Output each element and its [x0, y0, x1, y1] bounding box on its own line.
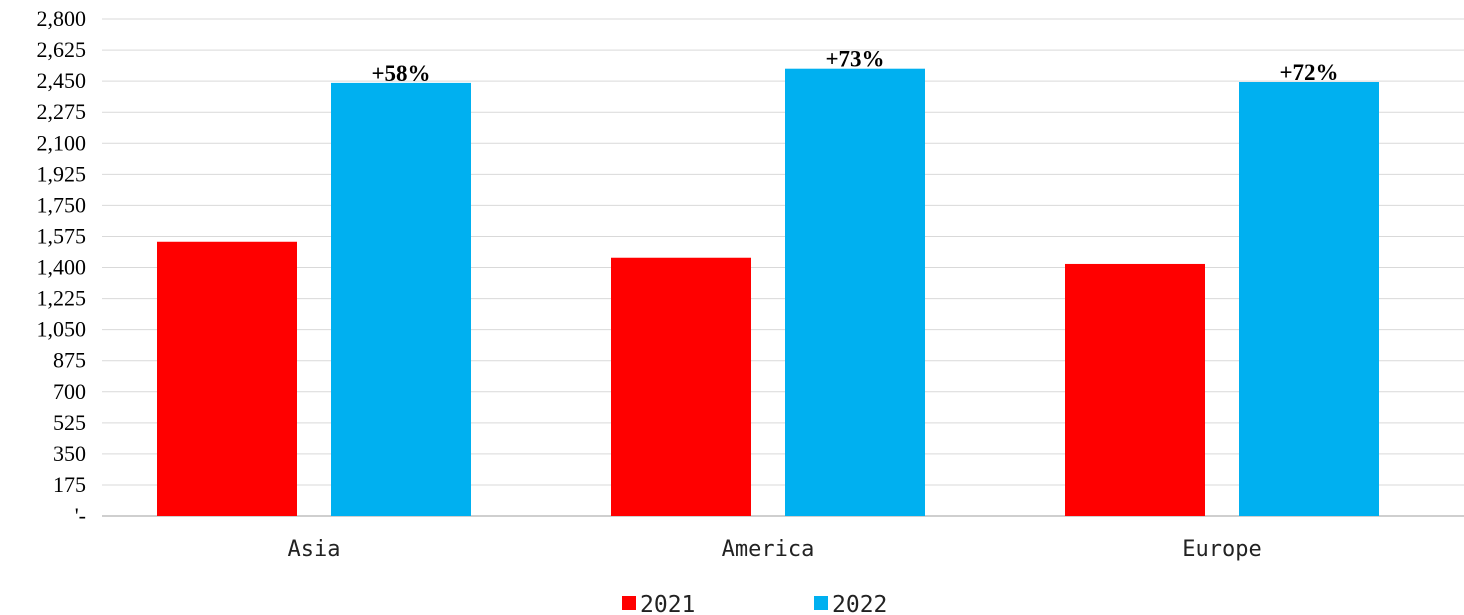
legend-swatch-2021	[622, 596, 636, 610]
legend-label-2022: 2022	[832, 592, 887, 615]
annotations: +58% +73% +72%	[371, 47, 1338, 86]
growth-annotation: +58%	[371, 61, 430, 86]
x-tick-label: Europe	[1182, 537, 1261, 562]
y-tick-label: 2,100	[37, 130, 87, 155]
y-tick-label: 700	[53, 379, 86, 404]
y-tick-label: 350	[53, 441, 86, 466]
y-tick-label: 2,450	[37, 68, 87, 93]
bar-2021-europe	[1065, 263, 1205, 516]
x-axis: Asia America Europe	[288, 537, 1262, 562]
y-tick-label: 1,225	[37, 286, 87, 311]
y-tick-label: 1,925	[37, 161, 87, 186]
y-tick-label: 2,625	[37, 37, 87, 62]
x-tick-label: America	[722, 537, 815, 562]
y-tick-label: 175	[53, 472, 86, 497]
y-tick-label: 1,050	[37, 317, 87, 342]
y-tick-label: 2,275	[37, 99, 87, 124]
gridlines	[102, 18, 1464, 517]
bar-2022-america	[785, 68, 925, 516]
bar-2022-asia	[331, 82, 471, 517]
bar-2021-asia	[157, 241, 297, 516]
y-tick-label: 1,575	[37, 223, 87, 248]
growth-annotation: +72%	[1279, 60, 1338, 85]
y-tick-label: 1,400	[37, 255, 87, 280]
y-tick-label: '-	[75, 503, 86, 528]
y-tick-label: 1,750	[37, 192, 87, 217]
legend-label-2021: 2021	[640, 592, 695, 615]
bar-2022-europe	[1239, 82, 1379, 516]
growth-annotation: +73%	[825, 47, 884, 72]
legend-swatch-2022	[814, 596, 828, 610]
y-axis: '- 175 350 525 700 875 1,050 1,225 1,400 1,575 1,7…	[37, 6, 87, 528]
y-tick-label: 2,800	[37, 6, 87, 31]
legend: 2021 2022	[622, 592, 887, 615]
bars	[157, 68, 1379, 517]
x-tick-label: Asia	[288, 537, 341, 562]
bar-2021-america	[611, 257, 751, 516]
y-tick-label: 875	[53, 348, 86, 373]
y-tick-label: 525	[53, 410, 86, 435]
